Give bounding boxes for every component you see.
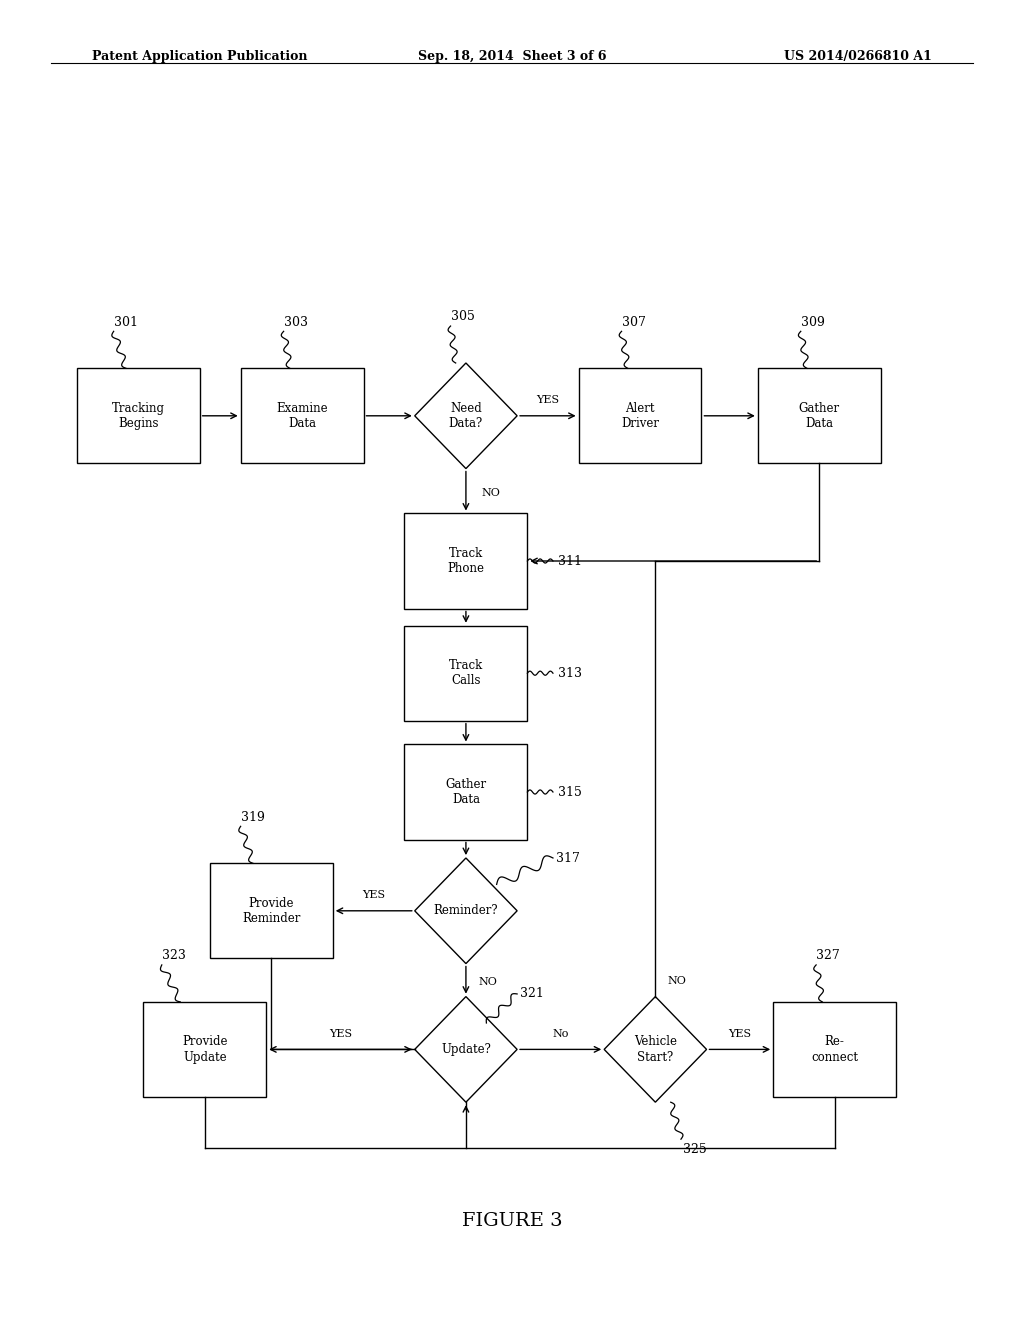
Text: Update?: Update? bbox=[441, 1043, 490, 1056]
Text: 315: 315 bbox=[558, 785, 582, 799]
Text: 311: 311 bbox=[558, 554, 582, 568]
FancyBboxPatch shape bbox=[241, 368, 364, 463]
Text: NO: NO bbox=[668, 975, 686, 986]
Text: 327: 327 bbox=[816, 949, 840, 962]
Text: 307: 307 bbox=[622, 315, 645, 329]
FancyBboxPatch shape bbox=[758, 368, 881, 463]
Text: YES: YES bbox=[537, 395, 559, 405]
Polygon shape bbox=[604, 997, 707, 1102]
Text: 325: 325 bbox=[683, 1143, 707, 1156]
Text: 301: 301 bbox=[114, 315, 137, 329]
Text: Tracking
Begins: Tracking Begins bbox=[112, 401, 165, 430]
Text: Sep. 18, 2014  Sheet 3 of 6: Sep. 18, 2014 Sheet 3 of 6 bbox=[418, 50, 606, 63]
Text: No: No bbox=[553, 1028, 568, 1039]
Text: Vehicle
Start?: Vehicle Start? bbox=[634, 1035, 677, 1064]
FancyBboxPatch shape bbox=[210, 863, 333, 958]
Polygon shape bbox=[415, 997, 517, 1102]
Text: Need
Data?: Need Data? bbox=[449, 401, 483, 430]
Text: Gather
Data: Gather Data bbox=[799, 401, 840, 430]
FancyBboxPatch shape bbox=[773, 1002, 896, 1097]
Text: 323: 323 bbox=[162, 949, 185, 962]
Text: Track
Phone: Track Phone bbox=[447, 546, 484, 576]
Text: YES: YES bbox=[329, 1028, 352, 1039]
Text: Examine
Data: Examine Data bbox=[276, 401, 328, 430]
Text: Alert
Driver: Alert Driver bbox=[621, 401, 659, 430]
Text: YES: YES bbox=[362, 890, 385, 900]
Text: 303: 303 bbox=[284, 315, 307, 329]
Text: Provide
Reminder: Provide Reminder bbox=[242, 896, 301, 925]
FancyBboxPatch shape bbox=[579, 368, 701, 463]
Text: Reminder?: Reminder? bbox=[433, 904, 499, 917]
Polygon shape bbox=[415, 858, 517, 964]
Text: Patent Application Publication: Patent Application Publication bbox=[92, 50, 307, 63]
FancyBboxPatch shape bbox=[143, 1002, 266, 1097]
FancyBboxPatch shape bbox=[404, 513, 527, 609]
Text: 319: 319 bbox=[241, 810, 264, 824]
FancyBboxPatch shape bbox=[77, 368, 200, 463]
Text: NO: NO bbox=[481, 488, 500, 499]
Text: YES: YES bbox=[728, 1028, 752, 1039]
Text: 305: 305 bbox=[451, 310, 474, 323]
FancyBboxPatch shape bbox=[404, 744, 527, 840]
Text: NO: NO bbox=[478, 977, 497, 987]
Text: Track
Calls: Track Calls bbox=[449, 659, 483, 688]
Polygon shape bbox=[415, 363, 517, 469]
Text: 317: 317 bbox=[556, 851, 580, 865]
Text: 313: 313 bbox=[558, 667, 582, 680]
Text: Re-
connect: Re- connect bbox=[811, 1035, 858, 1064]
Text: US 2014/0266810 A1: US 2014/0266810 A1 bbox=[784, 50, 932, 63]
Text: Gather
Data: Gather Data bbox=[445, 777, 486, 807]
Text: 321: 321 bbox=[520, 987, 544, 1001]
Text: 309: 309 bbox=[801, 315, 824, 329]
FancyBboxPatch shape bbox=[404, 626, 527, 721]
Text: FIGURE 3: FIGURE 3 bbox=[462, 1212, 562, 1230]
Text: Provide
Update: Provide Update bbox=[182, 1035, 227, 1064]
